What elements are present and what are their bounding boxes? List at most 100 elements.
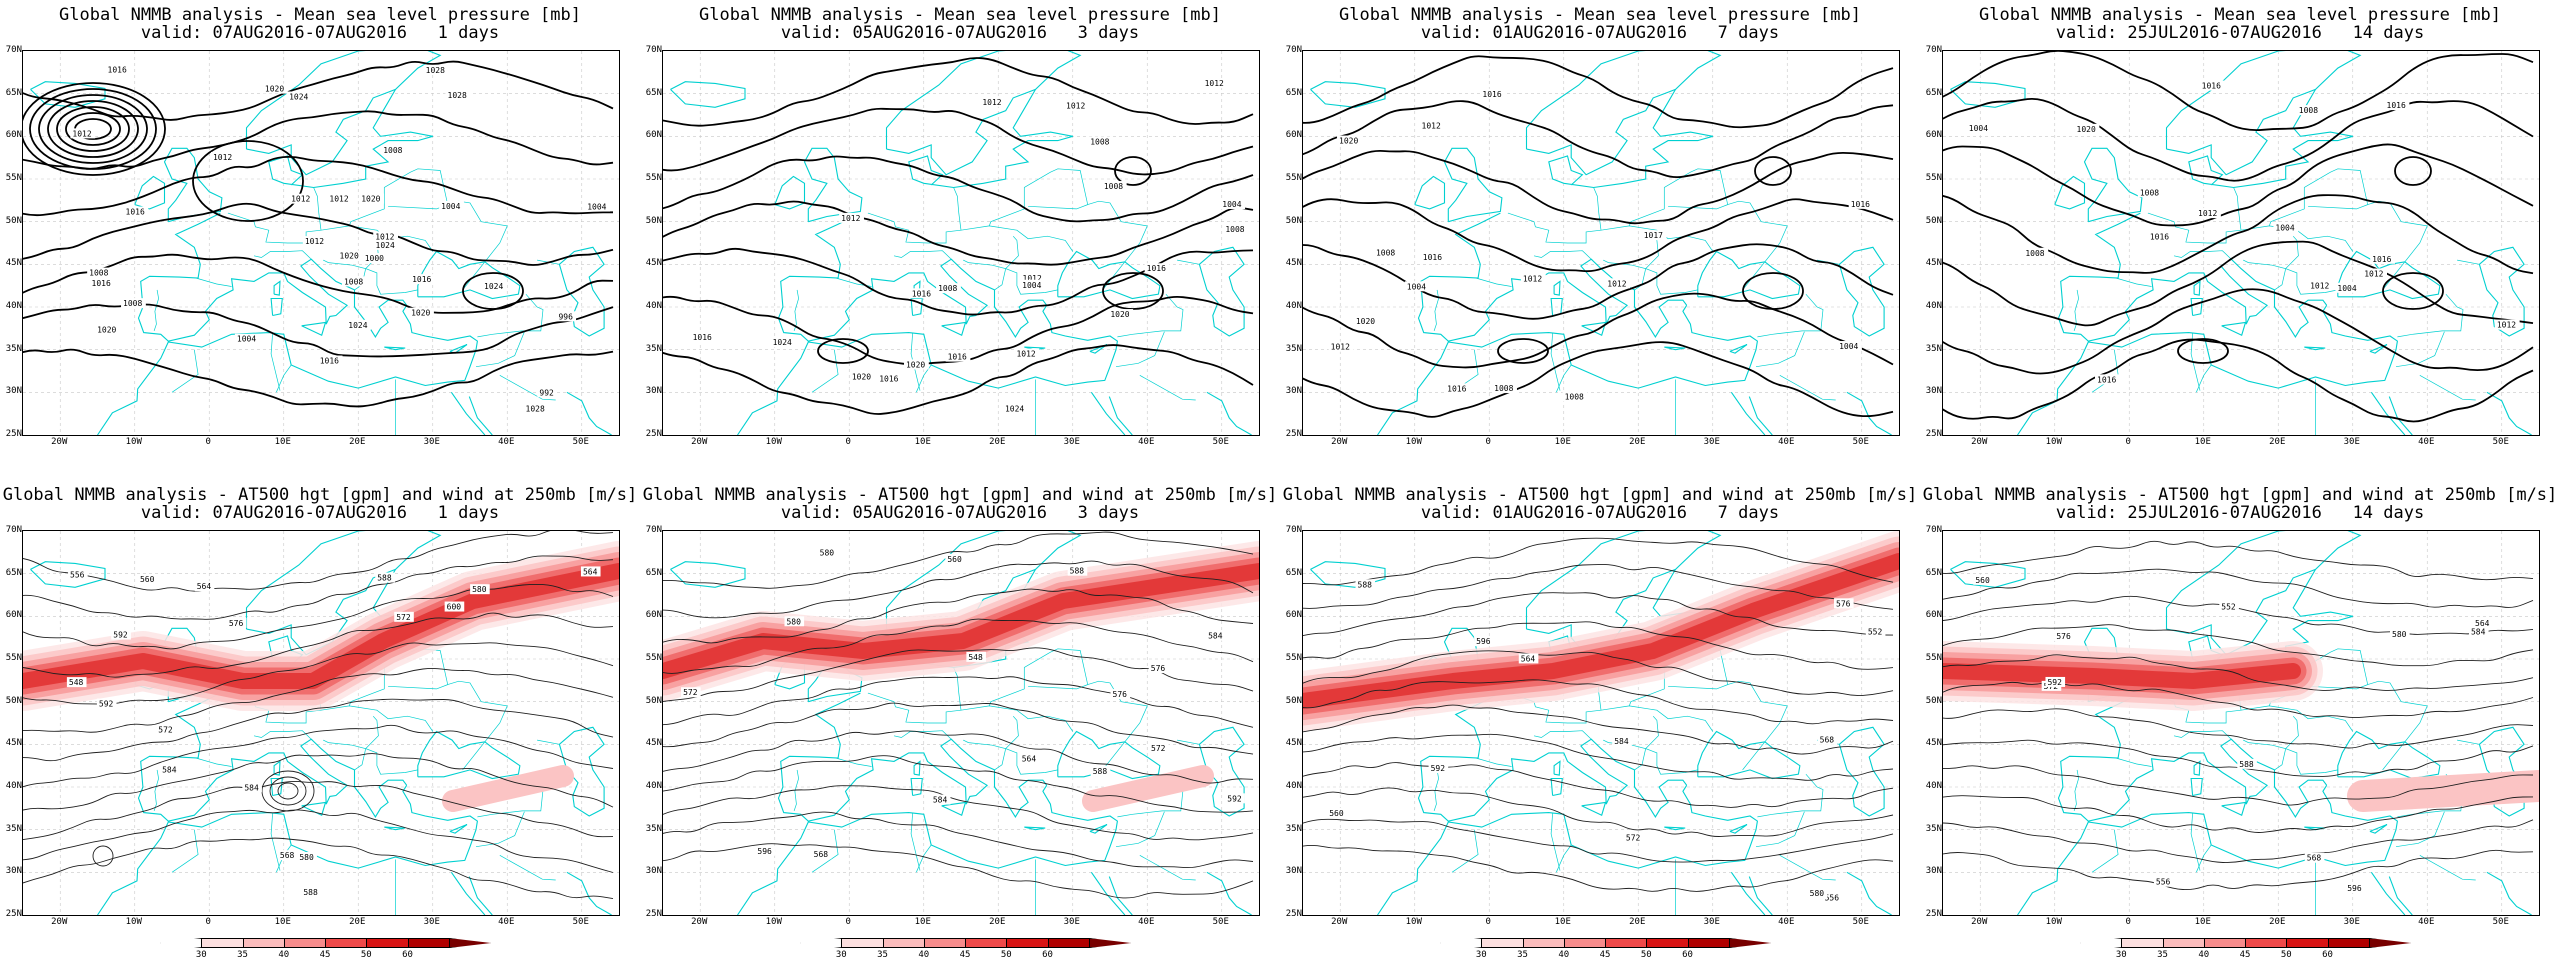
graticule: [23, 51, 619, 435]
lon-tick-label: 0: [2125, 917, 2131, 927]
colorbar-swatch: [841, 938, 884, 948]
lat-tick-label: 35N: [5, 823, 22, 834]
lon-tick-label: 10W: [765, 437, 782, 447]
lon-tick-label: 50E: [572, 437, 589, 447]
lon-tick-label: 20E: [989, 917, 1006, 927]
colorbar-swatch: [448, 938, 491, 948]
colorbar-tick-label: 35: [877, 950, 888, 960]
colorbar-swatch: [882, 938, 925, 948]
lon-tick-label: 10E: [914, 917, 931, 927]
colorbar-swatch: [407, 938, 450, 948]
lat-tick-label: 60N: [5, 130, 22, 141]
contour-label: 1012: [982, 98, 1001, 107]
lat-tick-label: 45N: [645, 738, 662, 749]
contour-label: 556: [2156, 878, 2171, 887]
lat-tick-label: 50N: [5, 215, 22, 226]
contour-label: 1004: [587, 203, 606, 212]
lat-tick-label: 45N: [5, 258, 22, 269]
contour-label: 1008: [1104, 182, 1123, 191]
lat-tick-label: 45N: [5, 738, 22, 749]
contour-label: 588: [2239, 760, 2254, 769]
lon-tick-label: 40E: [498, 437, 515, 447]
contour-label: 1012: [1422, 122, 1441, 131]
contour-label: 584: [1614, 737, 1629, 746]
lon-tick-label: 10E: [274, 917, 291, 927]
colorbar-tick-label: 35: [2157, 950, 2168, 960]
contour-label: 1008: [2140, 188, 2159, 197]
map-plot: 548 560 572 576 580 584 588 592 596 564 568 572 576 5…: [662, 530, 1260, 916]
contour-label: 588: [377, 574, 392, 583]
contour-label: 568: [280, 851, 295, 860]
colorbar-tick-label: 35: [1517, 950, 1528, 960]
panel-mslp-3d: Global NMMB analysis - Mean sea level pr…: [640, 0, 1280, 480]
contour-label: 1012: [1205, 79, 1224, 88]
contour-label: 1024: [289, 92, 308, 101]
lat-tick-label: 65N: [645, 87, 662, 98]
colorbar-tick-label: 60: [402, 950, 413, 960]
panel-valid-range: valid: 25JUL2016-07AUG2016 14 days: [2055, 23, 2425, 43]
lat-tick-label: 50N: [1285, 215, 1302, 226]
lon-tick-label: 50E: [1212, 437, 1229, 447]
contour-label: 1028: [526, 405, 545, 414]
colorbar-tick-label: 45: [319, 950, 331, 960]
lat-tick-label: 65N: [5, 567, 22, 578]
lat-tick-label: 35N: [645, 823, 662, 834]
lon-tick-label: 10E: [274, 437, 291, 447]
lon-tick-label: 40E: [1778, 917, 1795, 927]
colorbar-swatch: [1605, 938, 1648, 948]
contour-label: 548: [968, 653, 983, 662]
lat-tick-label: 65N: [1925, 87, 1942, 98]
lat-tick-label: 55N: [1925, 173, 1942, 183]
jet-shading: [23, 541, 619, 812]
lat-tick-label: 40N: [1285, 301, 1302, 311]
contour-label: 1020: [265, 85, 284, 94]
colorbar-swatch: [1047, 938, 1090, 948]
contour-label: 1016: [1482, 90, 1501, 99]
contour-label: 1016: [2150, 232, 2169, 241]
lon-tick-label: 50E: [1212, 917, 1229, 927]
lon-tick-label: 50E: [1852, 437, 1869, 447]
contour-labels: 1012 1008 1012 1016 1020 1024 1020 1016 1012 1016…: [690, 78, 1249, 414]
panel-valid-range: valid: 07AUG2016-07AUG2016 1 days: [140, 23, 500, 43]
contour-label: 576: [1151, 664, 1166, 673]
contour-label: 564: [197, 582, 212, 591]
contour-label: 584: [162, 765, 177, 774]
lat-tick-label: 50N: [1925, 215, 1942, 226]
contour-label: 1000: [365, 254, 384, 263]
contour-label: 1016: [108, 65, 127, 74]
lat-tick-label: 55N: [1285, 653, 1302, 663]
isobars: [1943, 51, 2534, 423]
contour-label: 576: [2056, 632, 2071, 641]
colorbar-tick-label: 50: [1640, 950, 1652, 960]
contour-label: 1004: [2337, 284, 2356, 293]
contour-label: 592: [2047, 678, 2062, 687]
contour-label: 1008: [1376, 249, 1395, 258]
lat-tick-label: 70N: [1285, 45, 1302, 55]
lat-tick-label: 60N: [645, 130, 662, 141]
colorbar-swatch: [965, 938, 1008, 948]
height-contours: [1303, 537, 1894, 892]
lat-tick-label: 25N: [645, 909, 662, 919]
lat-tick-label: 55N: [645, 653, 662, 663]
isobars: [1303, 55, 1894, 418]
lat-tick-label: 70N: [1925, 45, 1942, 55]
contour-labels: 1008 1012 996 992 1000 1004 1008 1012 1016 1020 10…: [70, 64, 610, 414]
lat-tick-label: 65N: [1285, 87, 1302, 98]
lat-tick-label: 40N: [5, 301, 22, 311]
contour-label: 564: [1022, 755, 1037, 764]
contour-label: 572: [1626, 834, 1641, 843]
panel-valid-range: valid: 05AUG2016-07AUG2016 3 days: [780, 23, 1140, 43]
contour-label: 580: [786, 617, 801, 626]
contour-label: 588: [1358, 580, 1373, 589]
contour-label: 1012: [305, 237, 324, 246]
jet-shading: [663, 541, 1259, 812]
contour-label: 1012: [1023, 274, 1042, 283]
lon-tick-label: 20W: [1331, 437, 1348, 447]
lon-tick-label: 20E: [989, 437, 1006, 447]
colorbar-swatch: [923, 938, 966, 948]
colorbar-tick-label: 40: [918, 950, 930, 960]
colorbar-tick-label: 60: [1682, 950, 1693, 960]
contour-label: 1012: [329, 195, 348, 204]
lon-tick-label: 10E: [914, 437, 931, 447]
colorbar-tick-label: 45: [959, 950, 971, 960]
